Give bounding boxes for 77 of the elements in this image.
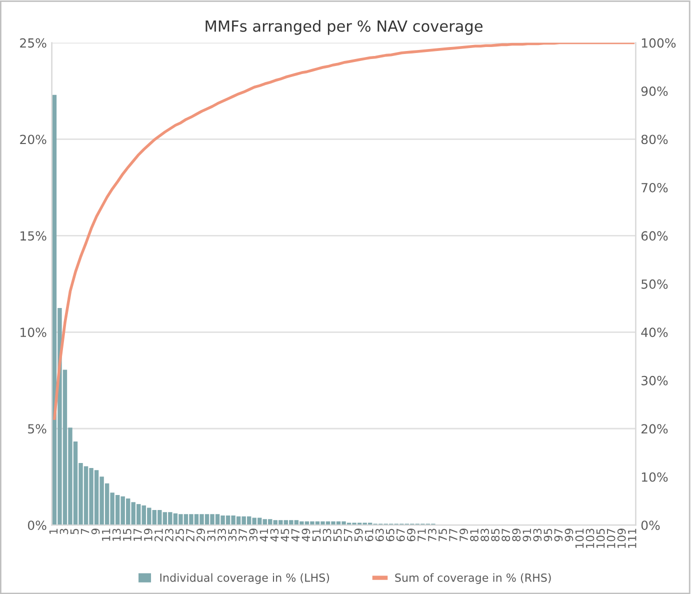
x-tick-label: 97: [554, 528, 563, 542]
y2-tick-label: 10%: [642, 472, 668, 482]
x-tick-label: 47: [291, 528, 300, 542]
x-tick-label: 57: [344, 528, 352, 542]
x-tick-label: 51: [312, 528, 321, 542]
y-tick-label: 5%: [28, 424, 46, 434]
x-tick-label: 43: [270, 528, 279, 542]
x-tick-label: 73: [428, 528, 436, 542]
x-tick-label: 25: [176, 528, 184, 542]
y-tick-label: 15%: [20, 231, 46, 241]
y-tick-label: 25%: [20, 38, 46, 48]
x-tick-label: 79: [460, 528, 468, 542]
y-tick-label: 0%: [28, 520, 46, 530]
legend-label: Individual coverage in % (LHS): [160, 573, 330, 584]
x-tick-label: 21: [154, 528, 163, 542]
x-tick-label: 107: [606, 528, 616, 548]
x-tick-label: 89: [512, 528, 521, 542]
x-tick-label: 9: [91, 528, 100, 534]
x-tick-label: 105: [596, 528, 605, 548]
x-tick-label: 19: [144, 528, 152, 541]
x-tick-label: 41: [260, 528, 268, 542]
x-tick-label: 93: [533, 528, 542, 542]
x-tick-label: 95: [544, 528, 552, 542]
x-tick-label: 85: [491, 528, 500, 542]
x-tick-label: 37: [238, 528, 248, 542]
y2-tick-label: 80%: [641, 134, 668, 144]
x-tick-label: 11: [102, 528, 110, 541]
x-tick-label: 33: [218, 528, 226, 542]
x-tick-label: 65: [386, 528, 394, 542]
x-tick-label: 91: [522, 528, 532, 542]
x-tick-label: 75: [438, 528, 447, 542]
chart-title: MMFs arranged per % NAV coverage: [206, 20, 482, 35]
x-tick-label: 1: [49, 528, 58, 534]
x-tick-label: 101: [575, 528, 584, 548]
x-tick-label: 63: [375, 528, 384, 542]
x-tick-label: 35: [228, 528, 237, 542]
x-tick-label: 49: [302, 528, 310, 542]
x-tick-label: 87: [502, 528, 510, 542]
x-tick-label: 15: [123, 528, 132, 541]
y2-tick-label: 60%: [641, 231, 668, 241]
x-tick-label: 13: [112, 528, 121, 541]
x-tick-label: 53: [322, 528, 332, 542]
x-tick-label: 27: [186, 528, 194, 542]
x-tick-label: 81: [470, 528, 479, 542]
x-tick-label: 45: [280, 528, 290, 542]
x-tick-label: 17: [134, 528, 142, 541]
x-tick-label: 55: [333, 528, 342, 542]
y2-tick-label: 90%: [641, 86, 668, 96]
x-tick-label: 3: [60, 528, 68, 534]
x-tick-label: 109: [617, 528, 626, 548]
x-tick-label: 7: [80, 528, 90, 534]
x-tick-label: 103: [586, 528, 594, 548]
x-tick-label: 23: [165, 528, 174, 542]
x-tick-label: 83: [480, 528, 490, 542]
x-tick-label: 67: [396, 528, 405, 542]
y2-tick-label: 50%: [642, 279, 668, 289]
line-series: [53, 42, 634, 420]
x-tick-label: 111: [628, 528, 636, 548]
y2-tick-label: 30%: [642, 376, 668, 386]
y-tick-label: 20%: [20, 134, 46, 144]
y2-tick-label: 40%: [641, 328, 668, 338]
x-tick-label: 39: [249, 528, 258, 542]
x-tick-label: 71: [418, 528, 426, 542]
x-tick-label: 31: [207, 528, 216, 542]
x-tick-label: 69: [406, 528, 416, 542]
legend-label: Sum of coverage in % (RHS): [395, 573, 551, 584]
y2-tick-label: 70%: [642, 182, 668, 192]
x-tick-label: 77: [449, 528, 458, 542]
x-tick-label: 59: [354, 528, 363, 542]
y-tick-label: 10%: [20, 328, 46, 338]
x-tick-label: 99: [564, 528, 574, 542]
x-tick-label: 5: [70, 528, 79, 534]
x-tick-label: 61: [364, 528, 374, 542]
y2-tick-label: 20%: [641, 424, 668, 434]
x-tick-label: 29: [196, 528, 205, 542]
y2-tick-label: 100%: [642, 38, 676, 48]
y2-tick-label: 0%: [641, 520, 660, 530]
